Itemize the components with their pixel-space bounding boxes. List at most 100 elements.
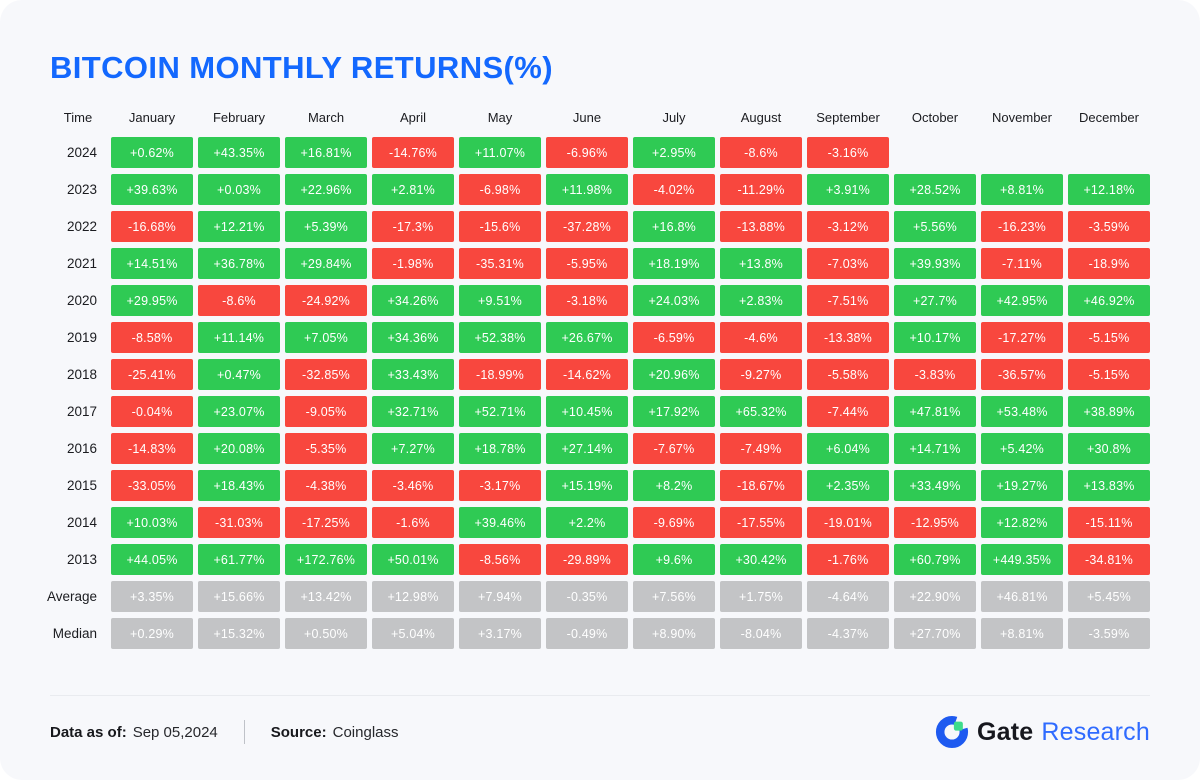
- row-label: Median: [52, 626, 97, 641]
- return-cell: -13.38%: [807, 322, 889, 353]
- data-as-of-label: Data as of:: [50, 723, 127, 741]
- month-header: October: [911, 110, 959, 125]
- month-header: May: [487, 110, 513, 125]
- page-title: BITCOIN MONTHLY RETURNS(%): [50, 50, 553, 85]
- return-cell: -9.05%: [285, 396, 367, 427]
- return-cell: -6.96%: [546, 137, 628, 168]
- return-cell: +15.32%: [198, 618, 280, 649]
- return-cell: +60.79%: [894, 544, 976, 575]
- return-cell: +28.52%: [894, 174, 976, 205]
- return-cell: +0.29%: [111, 618, 193, 649]
- return-cell: +5.45%: [1068, 581, 1150, 612]
- return-cell: -15.6%: [459, 211, 541, 242]
- return-cell: -8.6%: [720, 137, 802, 168]
- return-cell: -14.62%: [546, 359, 628, 390]
- brand-research-text: Research: [1041, 717, 1150, 746]
- return-cell: +17.92%: [633, 396, 715, 427]
- return-cell: +449.35%: [981, 544, 1063, 575]
- month-header: March: [307, 110, 345, 125]
- return-cell: -9.69%: [633, 507, 715, 538]
- row-label: 2022: [66, 219, 97, 234]
- return-cell: -4.02%: [633, 174, 715, 205]
- return-cell: -6.98%: [459, 174, 541, 205]
- return-cell: -5.15%: [1068, 359, 1150, 390]
- return-cell: -34.81%: [1068, 544, 1150, 575]
- return-cell: +10.45%: [546, 396, 628, 427]
- empty-cell: [1068, 137, 1150, 168]
- return-cell: +8.2%: [633, 470, 715, 501]
- return-cell: -33.05%: [111, 470, 193, 501]
- return-cell: -37.28%: [546, 211, 628, 242]
- return-cell: -8.56%: [459, 544, 541, 575]
- brand-gate-text: Gate: [977, 717, 1034, 746]
- return-cell: +20.96%: [633, 359, 715, 390]
- return-cell: +24.03%: [633, 285, 715, 316]
- return-cell: -7.51%: [807, 285, 889, 316]
- return-cell: +1.75%: [720, 581, 802, 612]
- footer: Data as of: Sep 05,2024 Source: Coinglas…: [50, 696, 1150, 768]
- return-cell: +8.81%: [981, 618, 1063, 649]
- return-cell: +13.42%: [285, 581, 367, 612]
- return-cell: -18.67%: [720, 470, 802, 501]
- return-cell: +26.67%: [546, 322, 628, 353]
- row-label: Average: [46, 589, 97, 604]
- return-cell: -0.04%: [111, 396, 193, 427]
- return-cell: +44.05%: [111, 544, 193, 575]
- return-cell: +23.07%: [198, 396, 280, 427]
- return-cell: +5.56%: [894, 211, 976, 242]
- return-cell: -4.64%: [807, 581, 889, 612]
- return-cell: -4.38%: [285, 470, 367, 501]
- return-cell: +11.98%: [546, 174, 628, 205]
- return-cell: +12.98%: [372, 581, 454, 612]
- return-cell: +33.49%: [894, 470, 976, 501]
- return-cell: -5.35%: [285, 433, 367, 464]
- return-cell: +52.71%: [459, 396, 541, 427]
- return-cell: -35.31%: [459, 248, 541, 279]
- return-cell: +52.38%: [459, 322, 541, 353]
- month-header: November: [992, 110, 1052, 125]
- return-cell: +22.90%: [894, 581, 976, 612]
- gate-logo-icon: [935, 715, 969, 749]
- return-cell: +2.35%: [807, 470, 889, 501]
- row-label: 2016: [66, 441, 97, 456]
- time-header: Time: [63, 110, 93, 125]
- return-cell: +36.78%: [198, 248, 280, 279]
- return-cell: -3.46%: [372, 470, 454, 501]
- return-cell: -1.98%: [372, 248, 454, 279]
- return-cell: +18.78%: [459, 433, 541, 464]
- return-cell: -11.29%: [720, 174, 802, 205]
- return-cell: +0.62%: [111, 137, 193, 168]
- footer-divider: [50, 695, 1150, 696]
- return-cell: -16.68%: [111, 211, 193, 242]
- month-header: August: [740, 110, 782, 125]
- return-cell: +30.42%: [720, 544, 802, 575]
- return-cell: -18.9%: [1068, 248, 1150, 279]
- return-cell: +0.47%: [198, 359, 280, 390]
- row-label: 2020: [66, 293, 97, 308]
- return-cell: +6.04%: [807, 433, 889, 464]
- return-cell: +12.82%: [981, 507, 1063, 538]
- return-cell: -16.23%: [981, 211, 1063, 242]
- return-cell: +15.66%: [198, 581, 280, 612]
- return-cell: +7.56%: [633, 581, 715, 612]
- return-cell: +61.77%: [198, 544, 280, 575]
- return-cell: -5.95%: [546, 248, 628, 279]
- return-cell: +20.08%: [198, 433, 280, 464]
- month-header: February: [212, 110, 266, 125]
- month-header: June: [572, 110, 602, 125]
- return-cell: +7.05%: [285, 322, 367, 353]
- return-cell: -17.27%: [981, 322, 1063, 353]
- return-cell: -5.58%: [807, 359, 889, 390]
- return-cell: -15.11%: [1068, 507, 1150, 538]
- return-cell: +33.43%: [372, 359, 454, 390]
- return-cell: -0.49%: [546, 618, 628, 649]
- return-cell: +13.8%: [720, 248, 802, 279]
- row-label: 2021: [66, 256, 97, 271]
- return-cell: +18.19%: [633, 248, 715, 279]
- return-cell: +14.71%: [894, 433, 976, 464]
- return-cell: +16.8%: [633, 211, 715, 242]
- return-cell: +5.42%: [981, 433, 1063, 464]
- return-cell: -0.35%: [546, 581, 628, 612]
- return-cell: -14.76%: [372, 137, 454, 168]
